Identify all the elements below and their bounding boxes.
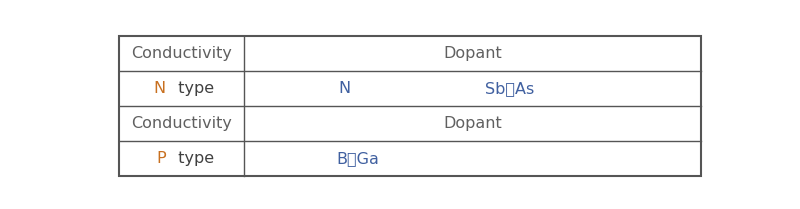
Text: P: P: [156, 151, 166, 166]
Text: B、Ga: B、Ga: [337, 151, 380, 166]
Text: type: type: [168, 81, 214, 96]
Text: Dopant: Dopant: [443, 46, 502, 61]
Text: type: type: [168, 151, 214, 166]
Text: N  type: N type: [152, 81, 210, 96]
Text: Dopant: Dopant: [443, 116, 502, 131]
Text: N: N: [154, 81, 166, 96]
Text: N: N: [338, 81, 350, 96]
Text: Sb、As: Sb、As: [485, 81, 534, 96]
Text: Conductivity: Conductivity: [131, 46, 232, 61]
Text: P  type: P type: [154, 151, 209, 166]
Text: Conductivity: Conductivity: [131, 116, 232, 131]
Bar: [118, 36, 702, 176]
